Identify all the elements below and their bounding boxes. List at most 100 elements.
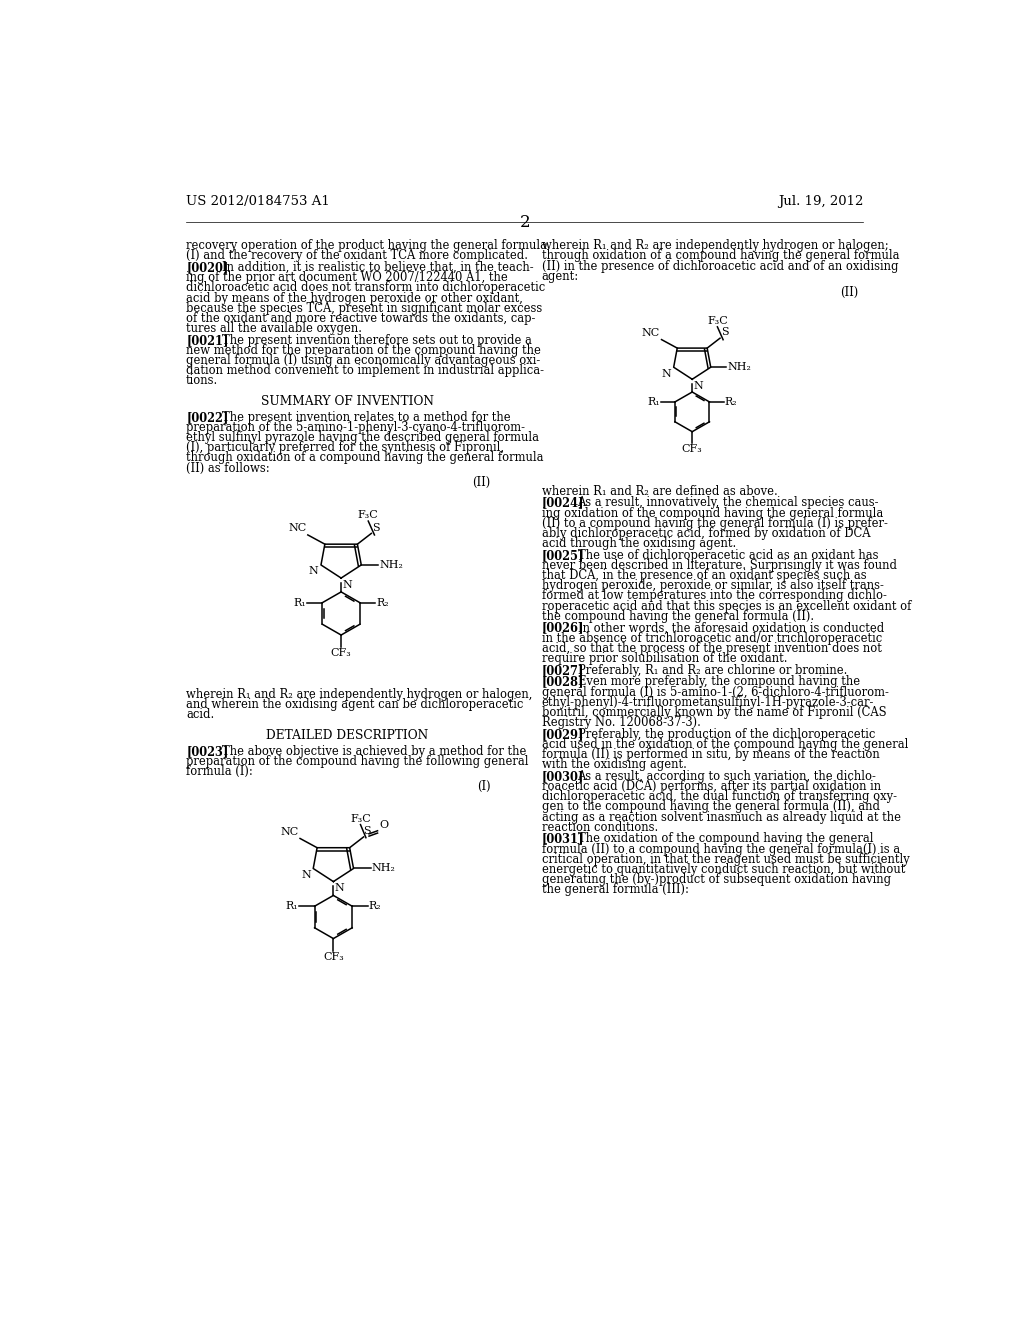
Text: DETAILED DESCRIPTION: DETAILED DESCRIPTION: [266, 730, 428, 742]
Text: R₂: R₂: [725, 397, 737, 407]
Text: critical operation, in that the reagent used must be sufficiently: critical operation, in that the reagent …: [542, 853, 909, 866]
Text: gen to the compound having the general formula (II), and: gen to the compound having the general f…: [542, 800, 880, 813]
Text: the general formula (III):: the general formula (III):: [542, 883, 689, 896]
Text: dation method convenient to implement in industrial applica-: dation method convenient to implement in…: [186, 364, 544, 378]
Text: Preferably, R₁ and R₂ are chlorine or bromine.: Preferably, R₁ and R₂ are chlorine or br…: [578, 664, 847, 677]
Text: [0026]: [0026]: [542, 622, 585, 635]
Text: dichloroperacetic acid, the dual function of transferring oxy-: dichloroperacetic acid, the dual functio…: [542, 791, 897, 804]
Text: acid through the oxidising agent.: acid through the oxidising agent.: [542, 537, 736, 550]
Text: recovery operation of the product having the general formula: recovery operation of the product having…: [186, 239, 547, 252]
Text: tions.: tions.: [186, 375, 218, 388]
Text: N: N: [662, 368, 672, 379]
Text: The above objective is achieved by a method for the: The above objective is achieved by a met…: [222, 744, 526, 758]
Text: 2: 2: [519, 214, 530, 231]
Text: NH₂: NH₂: [379, 560, 403, 570]
Text: [0031]: [0031]: [542, 833, 585, 845]
Text: N: N: [301, 870, 311, 880]
Text: [0023]: [0023]: [186, 744, 228, 758]
Text: SUMMARY OF INVENTION: SUMMARY OF INVENTION: [261, 396, 434, 408]
Text: (I): (I): [477, 780, 490, 793]
Text: of the oxidant and more reactive towards the oxidants, cap-: of the oxidant and more reactive towards…: [186, 312, 536, 325]
Text: and wherein the oxidising agent can be dichloroperacetic: and wherein the oxidising agent can be d…: [186, 698, 523, 711]
Text: (I), particularly preferred for the synthesis of Fipronil,: (I), particularly preferred for the synt…: [186, 441, 504, 454]
Text: (II) as follows:: (II) as follows:: [186, 462, 269, 475]
Text: S: S: [372, 523, 380, 533]
Text: [0024]: [0024]: [542, 496, 585, 510]
Text: ing of the prior art document WO 2007/122440 A1, the: ing of the prior art document WO 2007/12…: [186, 272, 508, 284]
Text: acid.: acid.: [186, 709, 214, 722]
Text: because the species TCA, present in significant molar excess: because the species TCA, present in sign…: [186, 302, 543, 314]
Text: The present invention relates to a method for the: The present invention relates to a metho…: [222, 411, 510, 424]
Text: N: N: [335, 883, 345, 894]
Text: R₂: R₂: [376, 598, 389, 607]
Text: CF₃: CF₃: [682, 444, 702, 454]
Text: (II): (II): [840, 286, 858, 300]
Text: Even more preferably, the compound having the: Even more preferably, the compound havin…: [578, 676, 859, 688]
Text: S: S: [721, 327, 728, 338]
Text: hydrogen peroxide, peroxide or similar, is also itself trans-: hydrogen peroxide, peroxide or similar, …: [542, 579, 884, 593]
Text: acid, so that the process of the present invention does not: acid, so that the process of the present…: [542, 642, 882, 655]
Text: general formula (I) using an economically advantageous oxi-: general formula (I) using an economicall…: [186, 354, 541, 367]
Text: tures all the available oxygen.: tures all the available oxygen.: [186, 322, 362, 335]
Text: formula (I):: formula (I):: [186, 766, 253, 779]
Text: [0027]: [0027]: [542, 664, 585, 677]
Text: The oxidation of the compound having the general: The oxidation of the compound having the…: [578, 833, 873, 845]
Text: [0030]: [0030]: [542, 770, 585, 783]
Text: As a result, innovatively, the chemical species caus-: As a result, innovatively, the chemical …: [578, 496, 879, 510]
Text: R₁: R₁: [286, 902, 298, 911]
Text: N: N: [693, 380, 703, 391]
Text: (II): (II): [472, 477, 490, 490]
Text: agent:: agent:: [542, 269, 579, 282]
Text: [0022]: [0022]: [186, 411, 228, 424]
Text: NC: NC: [642, 329, 660, 338]
Text: Registry No. 120068-37-3).: Registry No. 120068-37-3).: [542, 715, 700, 729]
Text: wherein R₁ and R₂ are independently hydrogen or halogen;: wherein R₁ and R₂ are independently hydr…: [542, 239, 889, 252]
Text: Jul. 19, 2012: Jul. 19, 2012: [778, 195, 863, 209]
Text: formula (II) is performed in situ, by means of the reaction: formula (II) is performed in situ, by me…: [542, 748, 880, 762]
Text: new method for the preparation of the compound having the: new method for the preparation of the co…: [186, 345, 541, 356]
Text: generating the (by-)product of subsequent oxidation having: generating the (by-)product of subsequen…: [542, 873, 891, 886]
Text: energetic to quantitatively conduct such reaction, but without: energetic to quantitatively conduct such…: [542, 863, 905, 876]
Text: CF₃: CF₃: [323, 952, 344, 962]
Text: with the oxidising agent.: with the oxidising agent.: [542, 758, 687, 771]
Text: (I) and the recovery of the oxidant TCA more complicated.: (I) and the recovery of the oxidant TCA …: [186, 249, 528, 263]
Text: NH₂: NH₂: [372, 863, 395, 874]
Text: N: N: [343, 579, 352, 590]
Text: N: N: [309, 566, 318, 577]
Text: acid used in the oxidation of the compound having the general: acid used in the oxidation of the compou…: [542, 738, 908, 751]
Text: preparation of the compound having the following general: preparation of the compound having the f…: [186, 755, 528, 768]
Text: NH₂: NH₂: [727, 362, 751, 372]
Text: roacetic acid (DCA) performs, after its partial oxidation in: roacetic acid (DCA) performs, after its …: [542, 780, 881, 793]
Text: through oxidation of a compound having the general formula: through oxidation of a compound having t…: [186, 451, 544, 465]
Text: R₁: R₁: [647, 397, 659, 407]
Text: (II) to a compound having the general formula (I) is prefer-: (II) to a compound having the general fo…: [542, 516, 888, 529]
Text: F₃C: F₃C: [707, 315, 728, 326]
Text: roperacetic acid and that this species is an excellent oxidant of: roperacetic acid and that this species i…: [542, 599, 911, 612]
Text: Preferably, the production of the dichloroperacetic: Preferably, the production of the dichlo…: [578, 727, 874, 741]
Text: wherein R₁ and R₂ are defined as above.: wherein R₁ and R₂ are defined as above.: [542, 484, 777, 498]
Text: O: O: [379, 820, 388, 830]
Text: formula (II) to a compound having the general formula(I) is a: formula (II) to a compound having the ge…: [542, 842, 900, 855]
Text: (II) in the presence of dichloroacetic acid and of an oxidising: (II) in the presence of dichloroacetic a…: [542, 260, 898, 272]
Text: [0020]: [0020]: [186, 261, 228, 275]
Text: acting as a reaction solvent inasmuch as already liquid at the: acting as a reaction solvent inasmuch as…: [542, 810, 901, 824]
Text: [0028]: [0028]: [542, 676, 585, 688]
Text: R₁: R₁: [294, 598, 306, 607]
Text: The use of dichloroperacetic acid as an oxidant has: The use of dichloroperacetic acid as an …: [578, 549, 878, 562]
Text: in the absence of trichloroacetic and/or trichloroperacetic: in the absence of trichloroacetic and/or…: [542, 632, 882, 644]
Text: ably dichloroperacetic acid, formed by oxidation of DCA: ably dichloroperacetic acid, formed by o…: [542, 527, 870, 540]
Text: CF₃: CF₃: [331, 648, 351, 659]
Text: bonitril, commercially known by the name of Fipronil (CAS: bonitril, commercially known by the name…: [542, 706, 887, 719]
Text: that DCA, in the presence of an oxidant species such as: that DCA, in the presence of an oxidant …: [542, 569, 866, 582]
Text: require prior solubilisation of the oxidant.: require prior solubilisation of the oxid…: [542, 652, 787, 665]
Text: acid by means of the hydrogen peroxide or other oxidant,: acid by means of the hydrogen peroxide o…: [186, 292, 523, 305]
Text: As a result, according to such variation, the dichlo-: As a result, according to such variation…: [578, 770, 877, 783]
Text: In other words, the aforesaid oxidation is conducted: In other words, the aforesaid oxidation …: [578, 622, 884, 635]
Text: ethyl-phenyl)-4-trifluorometansulfinyl-1H-pyrazole-3-car-: ethyl-phenyl)-4-trifluorometansulfinyl-1…: [542, 696, 874, 709]
Text: US 2012/0184753 A1: US 2012/0184753 A1: [186, 195, 330, 209]
Text: F₃C: F₃C: [357, 511, 379, 520]
Text: ing oxidation of the compound having the general formula: ing oxidation of the compound having the…: [542, 507, 883, 520]
Text: In addition, it is realistic to believe that, in the teach-: In addition, it is realistic to believe …: [222, 261, 534, 275]
Text: reaction conditions.: reaction conditions.: [542, 821, 658, 834]
Text: NC: NC: [288, 524, 306, 533]
